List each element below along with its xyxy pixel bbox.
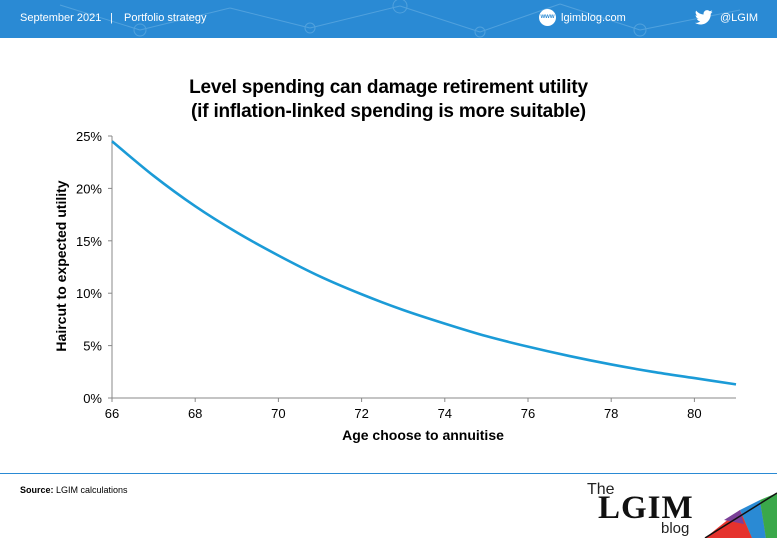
y-tick-label: 0% [83, 391, 102, 406]
x-tick-label: 74 [438, 406, 452, 421]
x-tick-label: 76 [521, 406, 535, 421]
chart-title: Level spending can damage retirement uti… [0, 76, 777, 124]
logo-the: The [587, 481, 615, 498]
series-line [111, 140, 737, 386]
y-tick-label: 15% [76, 234, 102, 249]
x-tick-label: 66 [105, 406, 119, 421]
y-axis-title: Haircut to expected utility [53, 180, 69, 351]
chart-series [111, 140, 737, 386]
chart-ticks: 0% 5% 10% 15% 20% 25% 66 68 70 72 74 76 78 80 [76, 129, 702, 421]
chart-title-line-1: Level spending can damage retirement uti… [189, 77, 588, 98]
y-tick-label: 5% [83, 339, 102, 354]
source-text: LGIM calculations [56, 485, 128, 495]
header-site-link[interactable]: lgimblog.com [561, 12, 626, 24]
header-separator: | [110, 12, 113, 24]
chart-title-line-2: (if inflation-linked spending is more su… [191, 101, 586, 122]
x-axis-title: Age choose to annuitise [342, 427, 504, 443]
www-icon: www [539, 9, 556, 26]
chart-svg: 0% 5% 10% 15% 20% 25% 66 68 70 72 74 76 78 80 Age cho… [53, 129, 737, 443]
header-twitter-handle[interactable]: @LGIM [720, 12, 759, 24]
y-tick-label: 25% [76, 129, 102, 144]
x-tick-label: 72 [354, 406, 368, 421]
x-tick-label: 78 [604, 406, 618, 421]
umbrella-logo-icon [704, 492, 777, 538]
header-section[interactable]: Portfolio strategy [124, 12, 207, 24]
chart-axes [111, 136, 736, 399]
network-pattern [59, 0, 741, 38]
source-note: Source: LGIM calculations [20, 485, 128, 495]
logo-blog: blog [661, 520, 690, 537]
source-label: Source: [20, 485, 54, 495]
twitter-icon[interactable] [695, 10, 713, 25]
y-tick-label: 20% [76, 181, 102, 196]
x-tick-label: 68 [188, 406, 202, 421]
logo-lgim: LGIM [598, 490, 694, 526]
y-tick-label: 10% [76, 286, 102, 301]
header-bar: September 2021 | Portfolio strategy www … [0, 0, 777, 38]
header-date: September 2021 [20, 12, 102, 24]
footer-divider [0, 473, 777, 474]
x-tick-label: 70 [271, 406, 285, 421]
x-tick-label: 80 [687, 406, 701, 421]
